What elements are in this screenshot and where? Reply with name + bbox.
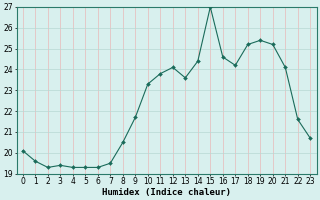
X-axis label: Humidex (Indice chaleur): Humidex (Indice chaleur) [102,188,231,197]
